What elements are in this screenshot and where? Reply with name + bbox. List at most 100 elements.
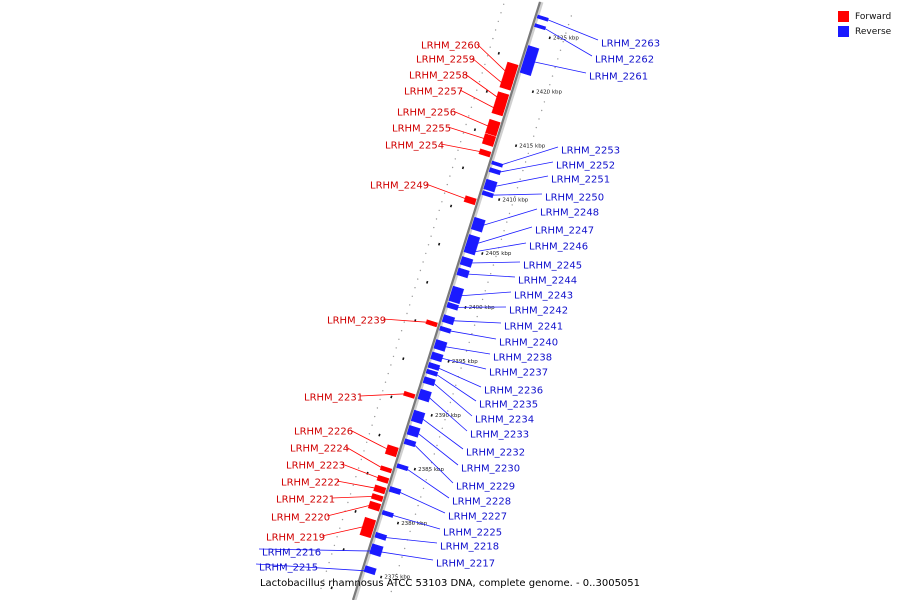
gene-label[interactable]: LRHM_2255 bbox=[392, 124, 451, 135]
gene-label[interactable]: LRHM_2221 bbox=[276, 495, 335, 506]
gene-lrhm-2222[interactable] bbox=[374, 485, 386, 494]
gene-label[interactable]: LRHM_2224 bbox=[290, 444, 349, 455]
gene-label[interactable]: LRHM_2259 bbox=[416, 55, 475, 66]
gene-label[interactable]: LRHM_2247 bbox=[535, 226, 594, 237]
guide-dot bbox=[353, 485, 354, 486]
gene-lrhm-2225[interactable] bbox=[382, 510, 394, 517]
gene-label[interactable]: LRHM_2228 bbox=[452, 497, 511, 508]
gene-label[interactable]: LRHM_2233 bbox=[470, 430, 529, 441]
gene-label[interactable]: LRHM_2237 bbox=[489, 368, 548, 379]
gene-label[interactable]: LRHM_2256 bbox=[397, 108, 456, 119]
gene-label[interactable]: LRHM_2234 bbox=[475, 415, 534, 426]
gene-label[interactable]: LRHM_2242 bbox=[509, 306, 568, 317]
gene-lrhm-2224[interactable] bbox=[380, 466, 392, 473]
gene-label[interactable]: LRHM_2262 bbox=[595, 55, 654, 66]
guide-dot bbox=[493, 264, 494, 265]
gene-label[interactable]: LRHM_2235 bbox=[479, 400, 538, 411]
gene-label[interactable]: LRHM_2219 bbox=[266, 533, 325, 544]
gene-label[interactable]: LRHM_2250 bbox=[545, 193, 604, 204]
gene-lrhm-2231[interactable] bbox=[403, 391, 415, 398]
gene-lrhm-2249[interactable] bbox=[464, 196, 476, 205]
gene-lrhm-2244[interactable] bbox=[457, 268, 470, 278]
gene-label[interactable]: LRHM_2246 bbox=[529, 242, 588, 253]
gene-lrhm-2241[interactable] bbox=[442, 315, 455, 325]
tick-mark bbox=[516, 144, 517, 146]
guide-dot bbox=[463, 132, 464, 133]
gene-label[interactable]: LRHM_2244 bbox=[518, 276, 577, 287]
tick-label: 2405 kbp bbox=[486, 251, 512, 257]
gene-lrhm-2223[interactable] bbox=[377, 475, 389, 483]
gene-lrhm-2220[interactable] bbox=[368, 501, 381, 511]
gene-label[interactable]: LRHM_2261 bbox=[589, 72, 648, 83]
gene-label[interactable]: LRHM_2227 bbox=[448, 512, 507, 523]
gene-lrhm-2235[interactable] bbox=[426, 369, 438, 376]
gene-lrhm-2242[interactable] bbox=[447, 302, 459, 310]
guide-dot bbox=[420, 270, 421, 271]
gene-label[interactable]: LRHM_2220 bbox=[271, 513, 330, 524]
guide-dot bbox=[388, 373, 389, 374]
gene-label[interactable]: LRHM_2232 bbox=[466, 448, 525, 459]
guide-dot bbox=[517, 187, 518, 188]
gene-label[interactable]: LRHM_2226 bbox=[294, 427, 353, 438]
gene-label[interactable]: LRHM_2225 bbox=[443, 528, 502, 539]
gene-label[interactable]: LRHM_2251 bbox=[551, 175, 610, 186]
gene-lrhm-2229[interactable] bbox=[404, 439, 416, 447]
gene-label[interactable]: LRHM_2238 bbox=[493, 353, 552, 364]
lane-dash bbox=[451, 205, 452, 207]
gene-label[interactable]: LRHM_2231 bbox=[304, 393, 363, 404]
gene-label[interactable]: LRHM_2216 bbox=[262, 548, 321, 559]
gene-label[interactable]: LRHM_2258 bbox=[409, 71, 468, 82]
gene-label[interactable]: LRHM_2236 bbox=[484, 386, 543, 397]
gene-label[interactable]: LRHM_2260 bbox=[421, 41, 480, 52]
gene-label[interactable]: LRHM_2249 bbox=[370, 181, 429, 192]
gene-label[interactable]: LRHM_2240 bbox=[499, 338, 558, 349]
gene-lrhm-2245[interactable] bbox=[460, 257, 473, 268]
guide-dot bbox=[484, 64, 485, 65]
gene-label[interactable]: LRHM_2241 bbox=[504, 322, 563, 333]
gene-lrhm-2250[interactable] bbox=[482, 191, 494, 198]
gene-lrhm-2240[interactable] bbox=[440, 326, 452, 333]
label-leader bbox=[472, 58, 503, 84]
guide-dot bbox=[533, 136, 534, 137]
gene-label[interactable]: LRHM_2248 bbox=[540, 208, 599, 219]
gene-lrhm-2254[interactable] bbox=[479, 149, 491, 157]
gene-lrhm-2236[interactable] bbox=[428, 362, 440, 370]
label-leader bbox=[467, 274, 516, 277]
gene-lrhm-2234[interactable] bbox=[423, 377, 435, 386]
gene-lrhm-2215[interactable] bbox=[364, 566, 376, 575]
gene-label[interactable]: LRHM_2263 bbox=[601, 39, 660, 50]
guide-dot bbox=[455, 385, 456, 386]
gene-label[interactable]: LRHM_2253 bbox=[561, 146, 620, 157]
legend-forward: Forward bbox=[838, 9, 891, 24]
gene-label[interactable]: LRHM_2252 bbox=[556, 161, 615, 172]
gene-label[interactable]: LRHM_2218 bbox=[440, 542, 499, 553]
gene-label[interactable]: LRHM_2254 bbox=[385, 141, 444, 152]
gene-lrhm-2252[interactable] bbox=[489, 168, 501, 175]
tick-label: 2385 kbp bbox=[418, 467, 444, 473]
gene-label[interactable]: LRHM_2222 bbox=[281, 478, 340, 489]
gene-label[interactable]: LRHM_2243 bbox=[514, 291, 573, 302]
guide-dot bbox=[473, 98, 474, 99]
gene-label[interactable]: LRHM_2229 bbox=[456, 482, 515, 493]
gene-label[interactable]: LRHM_2239 bbox=[327, 316, 386, 327]
gene-label[interactable]: LRHM_2223 bbox=[286, 461, 345, 472]
gene-lrhm-2263[interactable] bbox=[537, 15, 548, 21]
label-leader bbox=[433, 382, 472, 416]
gene-lrhm-2228[interactable] bbox=[397, 464, 409, 471]
gene-label[interactable]: LRHM_2230 bbox=[461, 464, 520, 475]
gene-label[interactable]: LRHM_2245 bbox=[523, 261, 582, 272]
gene-lrhm-2237[interactable] bbox=[431, 352, 444, 362]
gene-lrhm-2253[interactable] bbox=[492, 161, 503, 167]
guide-dot bbox=[339, 528, 340, 529]
gene-label[interactable]: LRHM_2217 bbox=[436, 559, 495, 570]
gene-lrhm-2221[interactable] bbox=[371, 494, 383, 502]
gene-label[interactable]: LRHM_2215 bbox=[259, 563, 318, 574]
gene-label[interactable]: LRHM_2257 bbox=[404, 87, 463, 98]
gene-lrhm-2239[interactable] bbox=[426, 320, 438, 327]
gene-lrhm-2262[interactable] bbox=[534, 24, 545, 30]
label-leader bbox=[477, 44, 507, 72]
gene-lrhm-2218[interactable] bbox=[375, 532, 387, 540]
tick-mark bbox=[448, 360, 449, 362]
label-leader bbox=[417, 432, 458, 465]
gene-lrhm-2227[interactable] bbox=[389, 487, 401, 495]
